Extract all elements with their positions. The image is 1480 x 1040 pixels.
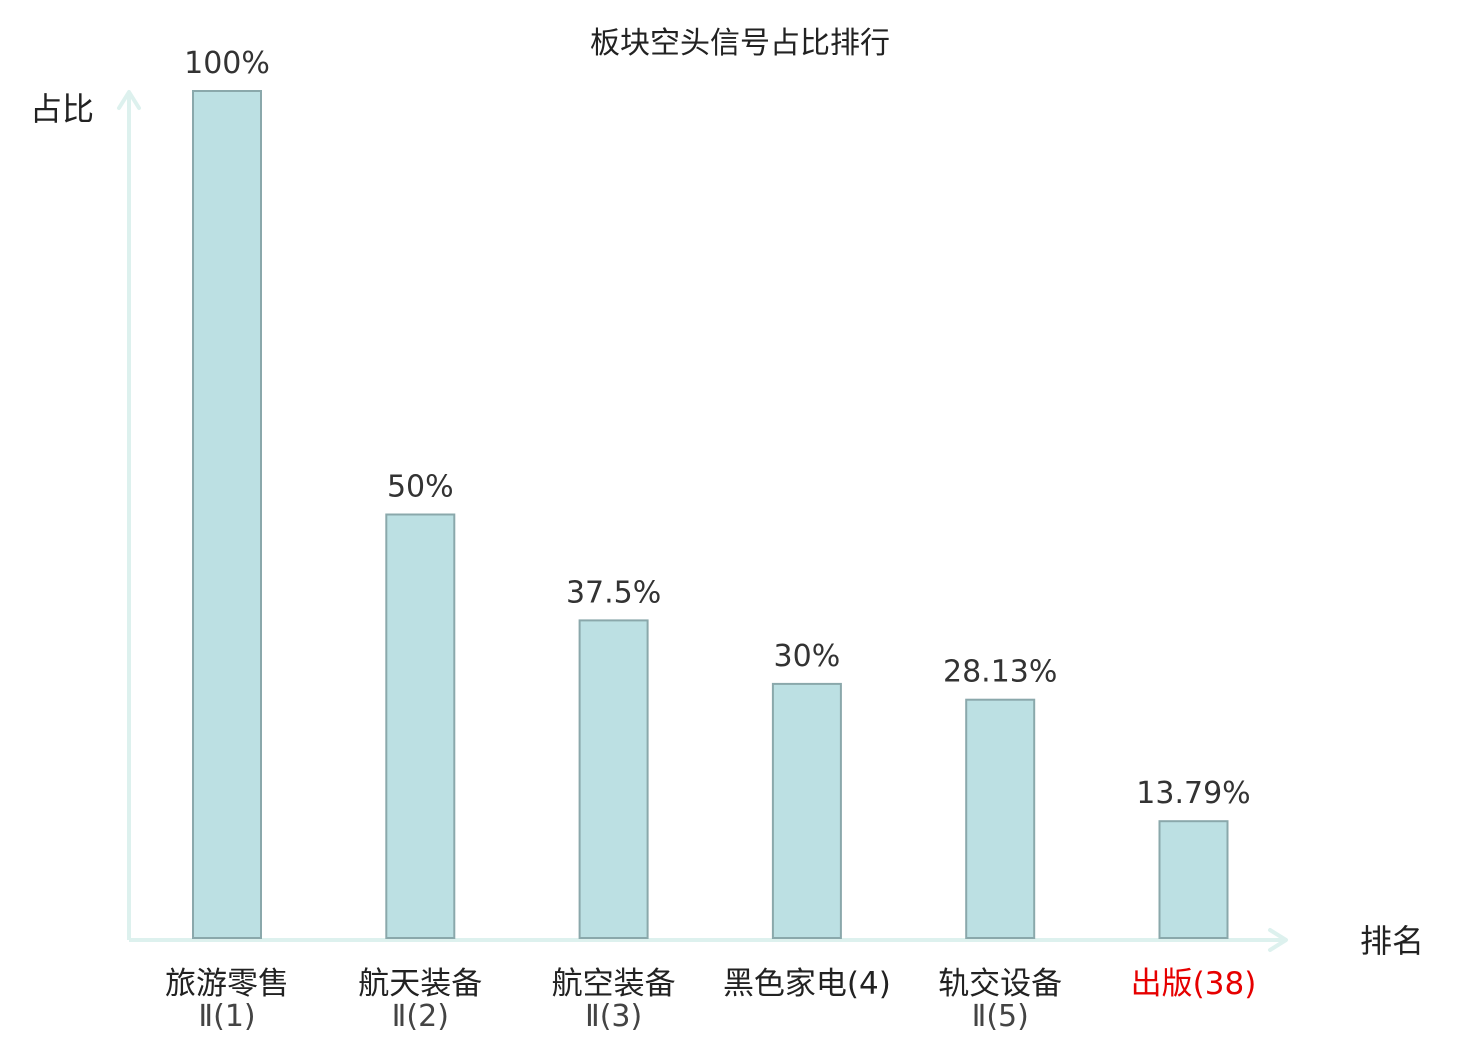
bar <box>385 513 456 939</box>
bar-value-label: 50% <box>387 470 454 505</box>
category-label: 旅游零售 <box>165 966 289 1002</box>
bar-value-label: 28.13% <box>943 655 1057 690</box>
category-label-secondary: Ⅱ(5) <box>972 999 1029 1034</box>
category-label-secondary: Ⅱ(2) <box>392 999 449 1034</box>
chart-title: 板块空头信号占比排行 <box>590 26 890 61</box>
bar <box>192 90 262 939</box>
x-axis-label: 排名 <box>1360 922 1424 960</box>
category-label-secondary: Ⅱ(3) <box>585 999 642 1034</box>
bar <box>578 619 649 940</box>
bars-group <box>192 90 1229 940</box>
y-axis-arrow-icon <box>117 90 141 110</box>
category-label-secondary: Ⅱ(1) <box>198 999 255 1034</box>
bar-value-label: 100% <box>184 46 270 81</box>
category-label: 航空装备 <box>552 966 676 1002</box>
bar <box>965 698 1036 940</box>
x-axis-arrow-icon <box>1268 928 1288 952</box>
bar <box>771 682 842 940</box>
category-label: 航天装备 <box>358 966 482 1002</box>
value-labels-group: 100% 50% 37.5% 30% 28.13% 13.79% <box>184 46 1251 811</box>
category-label: 轨交设备 <box>938 966 1062 1002</box>
bar-value-label: 13.79% <box>1136 776 1250 811</box>
y-axis-label: 占比 <box>30 90 94 128</box>
bar-value-label: 30% <box>774 639 841 674</box>
bar-value-label: 37.5% <box>566 575 661 610</box>
category-label: 黑色家电(4) <box>723 966 891 1002</box>
bar <box>1158 820 1229 940</box>
category-label: 出版(38) <box>1131 966 1257 1002</box>
